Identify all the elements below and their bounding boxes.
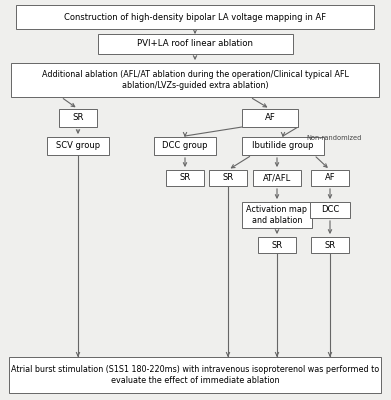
Text: AF: AF	[265, 114, 275, 122]
FancyBboxPatch shape	[166, 170, 204, 186]
Text: Ibutilide group: Ibutilide group	[252, 142, 314, 150]
FancyBboxPatch shape	[311, 237, 349, 253]
Text: SR: SR	[179, 174, 190, 182]
Text: DCC group: DCC group	[162, 142, 208, 150]
FancyBboxPatch shape	[9, 357, 381, 393]
FancyBboxPatch shape	[242, 109, 298, 127]
Text: Atrial burst stimulation (S1S1 180-220ms) with intravenous isoproterenol was per: Atrial burst stimulation (S1S1 180-220ms…	[11, 365, 379, 385]
Text: SR: SR	[325, 240, 335, 250]
Text: SR: SR	[271, 240, 283, 250]
FancyBboxPatch shape	[16, 5, 374, 29]
Text: SCV group: SCV group	[56, 142, 100, 150]
Text: Additional ablation (AFL/AT ablation during the operation/Clinical typical AFL
a: Additional ablation (AFL/AT ablation dur…	[41, 70, 348, 90]
FancyBboxPatch shape	[242, 137, 324, 155]
Text: PVI+LA roof linear ablation: PVI+LA roof linear ablation	[137, 40, 253, 48]
FancyBboxPatch shape	[311, 170, 349, 186]
FancyBboxPatch shape	[59, 109, 97, 127]
Text: AF: AF	[325, 174, 335, 182]
FancyBboxPatch shape	[97, 34, 292, 54]
FancyBboxPatch shape	[154, 137, 216, 155]
FancyBboxPatch shape	[258, 237, 296, 253]
FancyBboxPatch shape	[253, 170, 301, 186]
Text: AT/AFL: AT/AFL	[263, 174, 291, 182]
FancyBboxPatch shape	[242, 202, 312, 228]
Text: Non-randomized: Non-randomized	[306, 135, 361, 141]
FancyBboxPatch shape	[47, 137, 109, 155]
Text: DCC: DCC	[321, 206, 339, 214]
Text: Construction of high-density bipolar LA voltage mapping in AF: Construction of high-density bipolar LA …	[64, 12, 326, 22]
FancyBboxPatch shape	[209, 170, 247, 186]
Text: Activation map
and ablation: Activation map and ablation	[246, 205, 307, 225]
Text: SR: SR	[222, 174, 233, 182]
FancyBboxPatch shape	[11, 63, 379, 97]
Text: SR: SR	[72, 114, 84, 122]
FancyBboxPatch shape	[310, 202, 350, 218]
